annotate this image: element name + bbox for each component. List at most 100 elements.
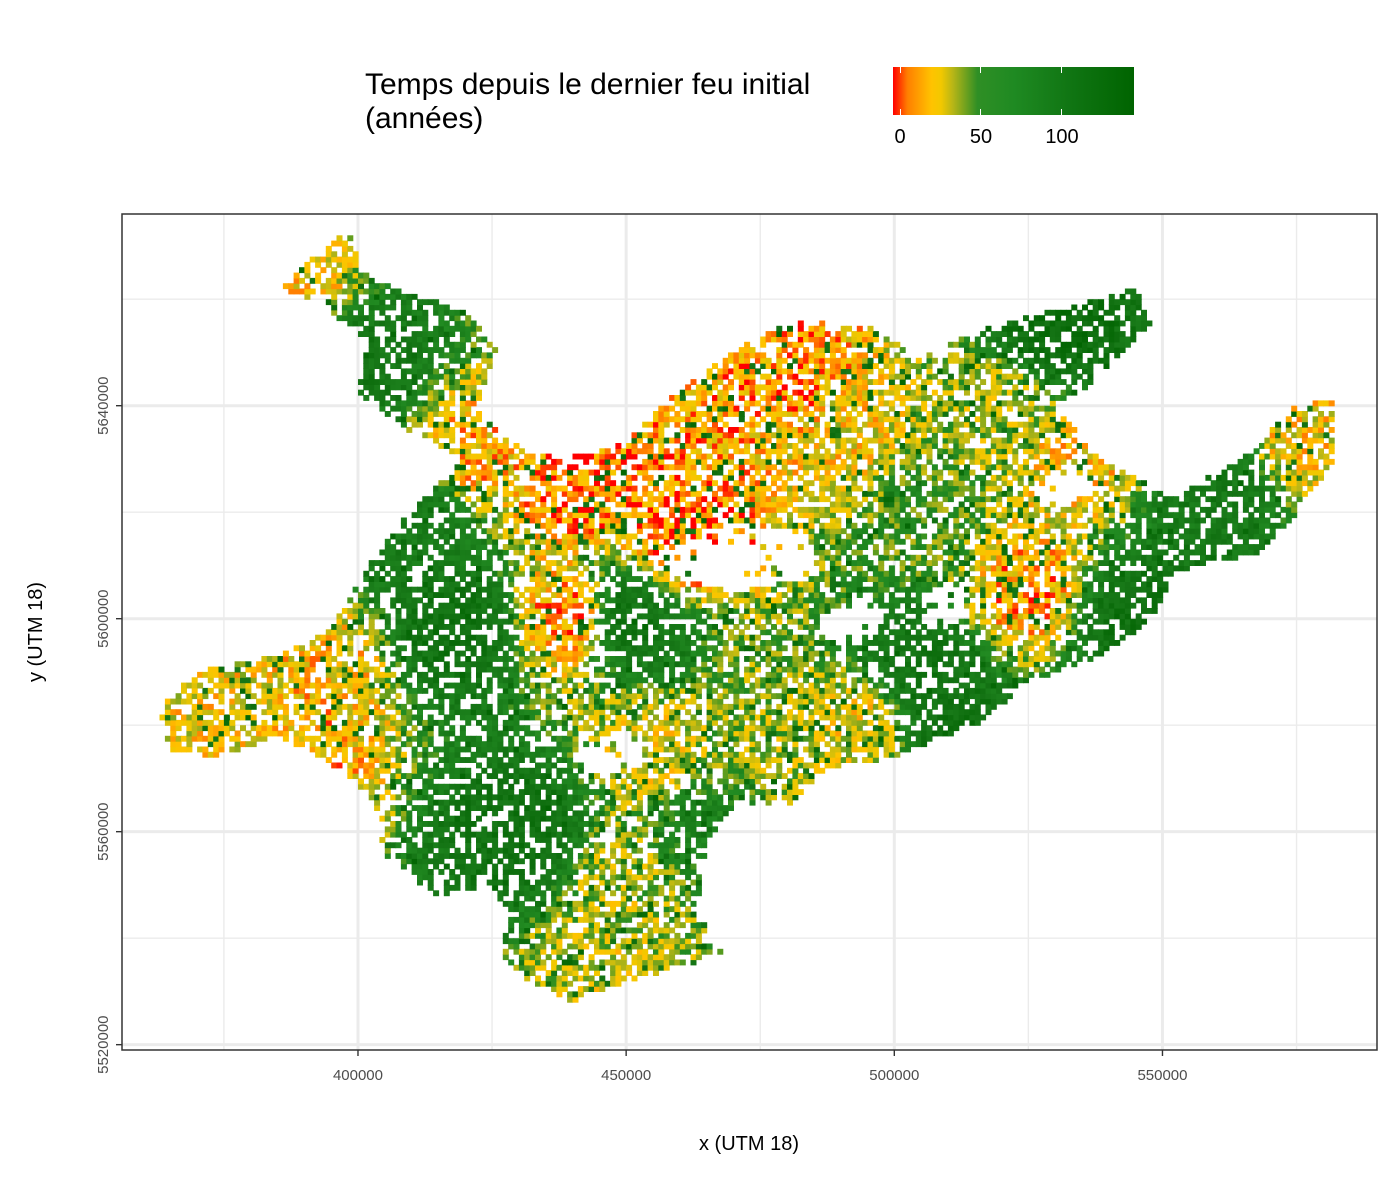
raster-cell bbox=[572, 815, 579, 822]
raster-cell bbox=[835, 751, 842, 758]
raster-cell bbox=[722, 671, 729, 678]
raster-cell bbox=[974, 645, 981, 652]
raster-cell bbox=[631, 735, 638, 742]
raster-cell bbox=[1098, 618, 1105, 625]
raster-cell bbox=[642, 687, 649, 694]
raster-cell bbox=[508, 725, 515, 732]
raster-cell bbox=[1092, 650, 1099, 657]
raster-cell bbox=[529, 943, 536, 950]
raster-cell bbox=[497, 767, 504, 774]
raster-cell bbox=[1114, 608, 1121, 614]
raster-cell bbox=[905, 602, 911, 609]
raster-cell bbox=[561, 714, 568, 721]
raster-cell bbox=[352, 746, 359, 753]
raster-cell bbox=[926, 634, 933, 641]
raster-cell bbox=[524, 624, 531, 630]
raster-cell bbox=[653, 618, 659, 625]
raster-cell bbox=[384, 719, 391, 726]
raster-cell bbox=[867, 698, 874, 705]
raster-cell bbox=[476, 666, 482, 673]
raster-cell bbox=[1012, 677, 1019, 684]
raster-cell bbox=[669, 671, 676, 678]
raster-cell bbox=[658, 842, 665, 849]
raster-cell bbox=[341, 608, 348, 614]
raster-cell bbox=[508, 789, 515, 795]
raster-cell bbox=[990, 671, 997, 678]
raster-cell bbox=[556, 634, 563, 641]
raster-cell bbox=[390, 597, 397, 604]
raster-cell bbox=[352, 608, 359, 614]
raster-cell bbox=[524, 778, 531, 785]
raster-cell bbox=[846, 650, 852, 657]
raster-cell bbox=[390, 698, 397, 705]
raster-cell bbox=[690, 815, 697, 822]
raster-cell bbox=[1082, 634, 1088, 641]
raster-cell bbox=[1039, 656, 1046, 662]
raster-cell bbox=[969, 629, 976, 636]
raster-cell bbox=[610, 970, 617, 976]
raster-cell bbox=[663, 687, 670, 694]
raster-cell bbox=[524, 975, 531, 982]
raster-cell bbox=[695, 597, 702, 604]
raster-cell bbox=[433, 645, 440, 652]
raster-cell bbox=[417, 703, 423, 710]
raster-cell bbox=[840, 597, 847, 604]
raster-cell bbox=[980, 602, 987, 609]
raster-cell bbox=[577, 783, 584, 790]
raster-cell bbox=[781, 751, 788, 758]
raster-cell bbox=[642, 640, 649, 646]
raster-cell bbox=[851, 725, 858, 732]
raster-cell bbox=[325, 656, 332, 662]
raster-cell bbox=[840, 682, 847, 689]
raster-cell bbox=[888, 671, 895, 678]
raster-cell bbox=[304, 666, 311, 673]
raster-cell bbox=[433, 858, 440, 865]
raster-cell bbox=[787, 757, 793, 763]
raster-cell bbox=[438, 613, 445, 620]
raster-cell bbox=[486, 847, 493, 854]
raster-cell bbox=[390, 821, 397, 827]
raster-cell bbox=[781, 746, 788, 753]
raster-cell bbox=[964, 687, 970, 694]
raster-cell bbox=[1044, 597, 1051, 604]
raster-cell bbox=[878, 602, 885, 609]
raster-cell bbox=[626, 895, 633, 902]
raster-cell bbox=[406, 687, 413, 694]
raster-cell bbox=[813, 762, 820, 769]
raster-cell bbox=[1098, 613, 1105, 620]
raster-cell bbox=[642, 698, 649, 705]
raster-cell bbox=[685, 634, 692, 641]
raster-cell bbox=[663, 954, 670, 961]
raster-cell bbox=[551, 863, 558, 870]
raster-cell bbox=[685, 608, 692, 614]
raster-cell bbox=[1012, 666, 1019, 673]
raster-cell bbox=[1114, 597, 1121, 604]
legend-tick-label: 50 bbox=[969, 126, 993, 148]
raster-cell bbox=[567, 677, 574, 684]
raster-cell bbox=[454, 783, 461, 790]
raster-cell bbox=[797, 714, 804, 721]
raster-cell bbox=[427, 666, 434, 673]
raster-cell bbox=[572, 613, 579, 620]
raster-cell bbox=[867, 687, 874, 694]
raster-cell bbox=[808, 741, 815, 748]
raster-cell bbox=[384, 815, 391, 822]
raster-cell bbox=[497, 794, 504, 801]
raster-cell bbox=[760, 789, 767, 795]
raster-cell bbox=[465, 879, 472, 886]
raster-cell bbox=[969, 634, 976, 641]
raster-cell bbox=[738, 778, 745, 785]
raster-cell bbox=[1033, 608, 1040, 614]
raster-cell bbox=[476, 778, 482, 785]
raster-cell bbox=[384, 842, 391, 849]
raster-cell bbox=[427, 831, 434, 838]
raster-cell bbox=[417, 682, 423, 689]
raster-cell bbox=[454, 751, 461, 758]
raster-cell bbox=[556, 948, 563, 955]
raster-cell bbox=[567, 714, 574, 721]
raster-cell bbox=[572, 650, 579, 657]
raster-cell bbox=[937, 687, 944, 694]
raster-cell bbox=[347, 709, 354, 716]
raster-cell bbox=[706, 783, 713, 790]
raster-cell bbox=[443, 884, 450, 891]
